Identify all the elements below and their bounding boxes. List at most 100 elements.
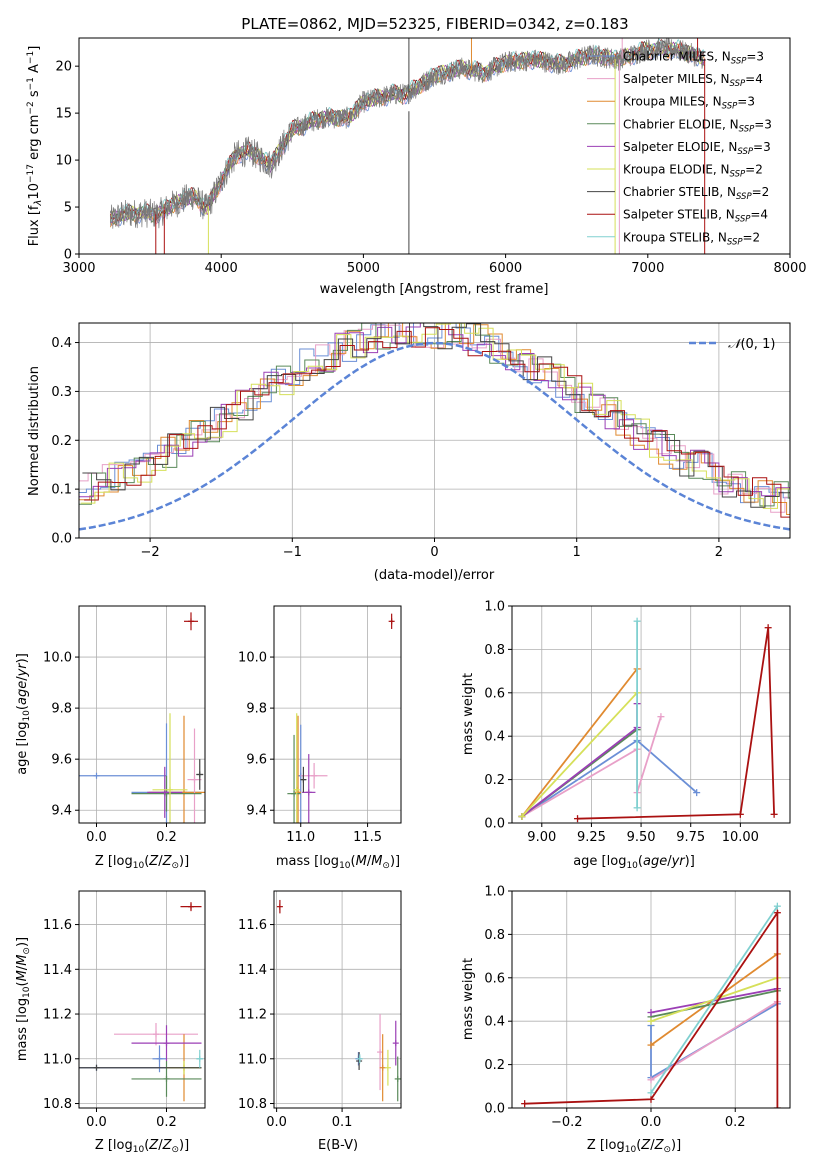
panel-ytick-label: 11.4 xyxy=(43,963,72,978)
panel-ytick-label: 10.8 xyxy=(43,1097,72,1112)
legend-value: =4 xyxy=(750,208,768,222)
gaussian-legend-label: 𝒩(0, 1) xyxy=(728,337,775,352)
panel-frame xyxy=(511,605,791,824)
spectrum-xtick-label: 8000 xyxy=(773,261,806,276)
spectrum-xtick-label: 5000 xyxy=(347,261,380,276)
spectrum-xtick-label: 4000 xyxy=(205,261,238,276)
panel-ytick-label: 0.4 xyxy=(484,730,505,745)
model-histogram xyxy=(80,323,790,509)
legend-label: Salpeter MILES, NSSP=4 xyxy=(623,72,763,89)
panel-ytick-label: 9.4 xyxy=(51,804,72,819)
mass-vs-metallicity-panel: 0.0 0.2 10.8 11.0 11.2 11.4 11.6 xyxy=(43,890,206,1130)
mass-ebv-xlabel: E(B-V) xyxy=(318,1138,358,1153)
massweight-vs-metallicity-panel: −0.2 0.0 0.2 0.0 0.2 0.4 0.6 0.8 1.0 xyxy=(484,885,791,1130)
histogram-xtick-label: 1 xyxy=(573,545,581,560)
histogram-ytick-label: 0.4 xyxy=(51,336,72,351)
panel-marks xyxy=(518,617,778,823)
panel-marks xyxy=(287,613,395,823)
panel-xtick-label: 0.0 xyxy=(266,1115,287,1130)
panel-xtick-label: 0.0 xyxy=(86,1115,107,1130)
legend-value: =2 xyxy=(745,163,763,177)
panel-xtick-label: 0.2 xyxy=(156,1115,177,1130)
histogram-ytick-label: 0.2 xyxy=(51,434,72,449)
massweight-series-line xyxy=(521,739,698,818)
panel-ytick-label: 11.2 xyxy=(43,1008,72,1023)
legend-subscript: SSP xyxy=(722,102,738,112)
panel-ytick-label: 1.0 xyxy=(484,600,505,615)
legend-label: Chabrier STELIB, NSSP=2 xyxy=(623,185,769,202)
legend-label: Kroupa ELODIE, NSSP=2 xyxy=(623,163,763,180)
spectrum-ytick-label: 10 xyxy=(55,154,72,169)
histogram-ytick-label: 0.0 xyxy=(51,532,72,547)
spectrum-xtick-label: 3000 xyxy=(62,261,95,276)
panel-xtick-label: −0.2 xyxy=(551,1115,583,1130)
panel-xtick-label: 9.75 xyxy=(676,830,705,845)
model-histogram xyxy=(82,323,790,508)
panel-ytick-label: 0.8 xyxy=(484,643,505,658)
panel-marks xyxy=(79,902,204,1102)
model-histogram xyxy=(79,323,790,504)
age-mass-xlabel: mass [log10(M/M⊙)] xyxy=(276,854,400,871)
panel-ytick-label: 11.6 xyxy=(43,918,72,933)
mass-z-xlabel: Z [log10(Z/Z⊙)] xyxy=(95,1138,189,1155)
panel-frame xyxy=(78,605,206,824)
panel-ytick-label: 9.4 xyxy=(246,804,267,819)
legend-subscript: SSP xyxy=(727,237,743,247)
histogram-xtick-label: −1 xyxy=(283,545,302,560)
panel-xtick-label: 9.25 xyxy=(577,830,606,845)
panel-xtick-label: 9.50 xyxy=(627,830,656,845)
panel-ytick-label: 10.0 xyxy=(43,651,72,666)
spectrum-xtick-label: 6000 xyxy=(489,261,522,276)
legend-value: =4 xyxy=(745,72,763,86)
massweight-series-line xyxy=(650,989,778,1018)
histogram-xtick-label: 2 xyxy=(715,545,723,560)
spectrum-ticks: 3000 4000 5000 6000 7000 8000 0 5 10 15 20 xyxy=(55,60,806,276)
panel-ytick-label: 11.4 xyxy=(238,963,267,978)
legend-label: Chabrier ELODIE, NSSP=3 xyxy=(623,117,772,134)
panel-xtick-label: 0.2 xyxy=(156,830,177,845)
panel-ytick-label: 11.0 xyxy=(238,1052,267,1067)
histogram-ticks: −2 −1 0 1 2 0.0 0.1 0.2 0.3 0.4 xyxy=(51,336,723,560)
massweight-series-line xyxy=(521,692,638,818)
spectrum-ytick-label: 15 xyxy=(55,107,72,122)
panel-ytick-label: 9.6 xyxy=(51,753,72,768)
mw-age-ylabel: mass weight xyxy=(461,673,476,755)
legend-subscript: SSP xyxy=(730,79,746,89)
legend-subscript: SSP xyxy=(730,170,746,180)
panel-ytick-label: 1.0 xyxy=(484,885,505,900)
model-spectrum-line xyxy=(110,38,705,223)
panel-xtick-label: 0.1 xyxy=(332,1115,353,1130)
age-vs-metallicity-panel: 0.0 0.2 9.4 9.6 9.8 10.0 xyxy=(43,605,206,845)
age-z-xlabel: Z [log10(Z/Z⊙)] xyxy=(95,854,189,871)
panel-frame xyxy=(273,605,402,824)
panel-frame xyxy=(78,890,206,1109)
legend-value: =3 xyxy=(753,140,771,154)
model-histogram xyxy=(84,327,790,518)
panel-ytick-label: 10.8 xyxy=(238,1097,267,1112)
legend-value: =2 xyxy=(752,185,770,199)
panel-ytick-label: 0.6 xyxy=(484,686,505,701)
legend-label: Kroupa MILES, NSSP=3 xyxy=(623,95,755,112)
panel-ytick-label: 0.8 xyxy=(484,928,505,943)
legend-value: =3 xyxy=(737,95,755,109)
legend-subscript: SSP xyxy=(737,147,753,157)
legend-value: =3 xyxy=(746,50,764,64)
panel-xtick-label: 0.2 xyxy=(725,1115,746,1130)
mw-z-xlabel: Z [log10(Z/Z⊙)] xyxy=(587,1138,681,1155)
legend-subscript: SSP xyxy=(739,124,755,134)
model-histogram xyxy=(79,324,790,513)
panel-xtick-label: 10.00 xyxy=(722,830,759,845)
histogram-ytick-label: 0.3 xyxy=(51,385,72,400)
spectrum-ylabel: Flux [fλ10−17 erg cm−2 s−1 A−1] xyxy=(26,46,44,247)
legend-subscript: SSP xyxy=(736,192,752,202)
panel-ytick-label: 0.4 xyxy=(484,1015,505,1030)
massweight-series-line xyxy=(577,627,775,820)
panel-marks xyxy=(276,899,401,1102)
spectrum-plot-area xyxy=(109,38,706,254)
legend-label: Salpeter ELODIE, NSSP=3 xyxy=(623,140,771,157)
mass-vs-ebv-panel: 0.0 0.1 10.8 11.0 11.2 11.4 11.6 xyxy=(238,890,402,1130)
panel-ytick-label: 9.6 xyxy=(246,753,267,768)
spectrum-ytick-label: 0 xyxy=(64,248,72,263)
histogram-ylabel: Normed distribution xyxy=(27,366,42,496)
